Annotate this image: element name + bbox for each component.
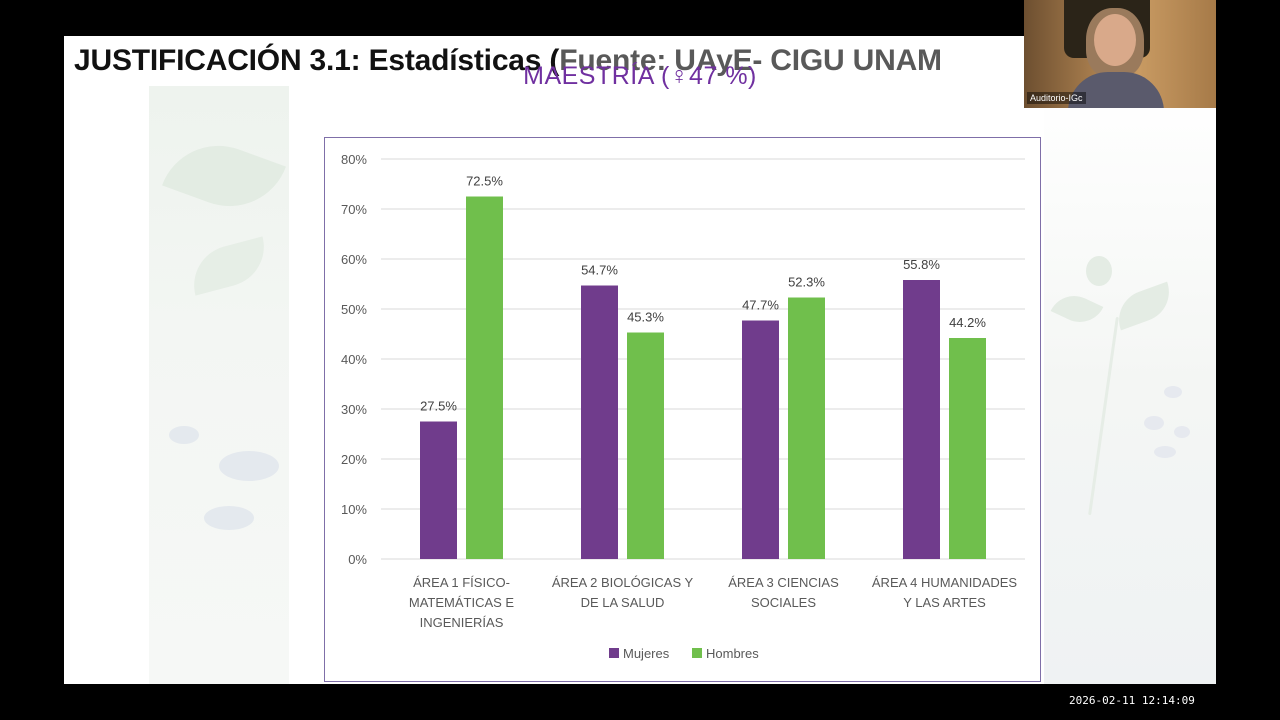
- stem-decoration: [1088, 316, 1119, 516]
- data-label: 54.7%: [581, 263, 618, 278]
- legend-swatch-mujeres: [609, 648, 619, 658]
- y-tick-label: 80%: [341, 152, 367, 167]
- y-tick-label: 30%: [341, 402, 367, 417]
- speaker-face: [1094, 14, 1136, 66]
- dot-decoration: [1174, 426, 1190, 438]
- dot-decoration: [1154, 446, 1176, 458]
- slide-title-source: Fuente: UAyE- CIGU UNAM: [559, 44, 942, 77]
- data-label: 47.7%: [742, 298, 779, 313]
- chart-title: MAESTRÍA (♀47 %): [523, 62, 757, 90]
- data-label: 27.5%: [420, 399, 457, 414]
- webcam-label: Auditorio-IGc: [1027, 92, 1086, 104]
- slide-title: JUSTIFICACIÓN 3.1: Estadísticas (Fuente:…: [74, 44, 942, 78]
- y-tick-label: 40%: [341, 352, 367, 367]
- data-label: 44.2%: [949, 315, 986, 330]
- dot-decoration: [1144, 416, 1164, 430]
- data-label: 72.5%: [466, 174, 503, 189]
- decorative-background-left: [149, 86, 289, 684]
- dot-decoration: [219, 451, 279, 481]
- x-tick-label: ÁREA 3 CIENCIAS: [728, 575, 839, 590]
- y-tick-label: 70%: [341, 202, 367, 217]
- y-tick-label: 20%: [341, 452, 367, 467]
- bar-hombres: [466, 196, 503, 559]
- dot-decoration: [1164, 386, 1182, 398]
- bar-mujeres: [742, 320, 779, 559]
- decorative-background-right: [1044, 86, 1216, 684]
- data-label: 52.3%: [788, 275, 825, 290]
- slide-title-main: JUSTIFICACIÓN 3.1: Estadísticas (: [74, 44, 560, 77]
- data-label: 55.8%: [903, 257, 940, 272]
- webcam-overlay[interactable]: Auditorio-IGc: [1024, 0, 1216, 108]
- legend-label: Hombres: [706, 646, 759, 661]
- leaf-decoration: [185, 236, 273, 296]
- leaf-decoration: [1086, 256, 1112, 286]
- legend-swatch-hombres: [692, 648, 702, 658]
- y-tick-label: 10%: [341, 502, 367, 517]
- y-tick-label: 0%: [348, 552, 367, 567]
- bar-chart: 0% 10% 20% 30% 40% 50% 60% 70% 80% 27.5% 72.5% ÁREA…: [341, 152, 1025, 661]
- y-tick-label: 50%: [341, 302, 367, 317]
- x-tick-label: ÁREA 2 BIOLÓGICAS Y: [552, 575, 694, 590]
- bar-mujeres: [903, 280, 940, 559]
- legend-label: Mujeres: [623, 646, 670, 661]
- y-tick-label: 60%: [341, 252, 367, 267]
- bar-hombres: [788, 297, 825, 559]
- leaf-decoration: [162, 128, 286, 224]
- timestamp: 2026-02-11 12:14:09: [1069, 694, 1195, 707]
- x-tick-label: SOCIALES: [751, 595, 816, 610]
- data-label: 45.3%: [627, 310, 664, 325]
- x-tick-label: ÁREA 4 HUMANIDADES: [872, 575, 1018, 590]
- leaf-decoration: [1050, 287, 1104, 331]
- leaf-decoration: [1110, 281, 1178, 331]
- x-tick-label: DE LA SALUD: [581, 595, 665, 610]
- bar-hombres: [627, 332, 664, 559]
- bar-hombres: [949, 338, 986, 559]
- x-tick-label: Y LAS ARTES: [903, 595, 986, 610]
- bar-mujeres: [420, 421, 457, 559]
- bar-mujeres: [581, 285, 618, 559]
- x-tick-label: ÁREA 1 FÍSICO-: [413, 575, 510, 590]
- dot-decoration: [169, 426, 199, 444]
- x-tick-label: MATEMÁTICAS E: [409, 595, 515, 610]
- chart-frame: 0% 10% 20% 30% 40% 50% 60% 70% 80% 27.5% 72.5% ÁREA…: [324, 137, 1041, 682]
- dot-decoration: [204, 506, 254, 530]
- x-tick-label: INGENIERÍAS: [420, 615, 504, 630]
